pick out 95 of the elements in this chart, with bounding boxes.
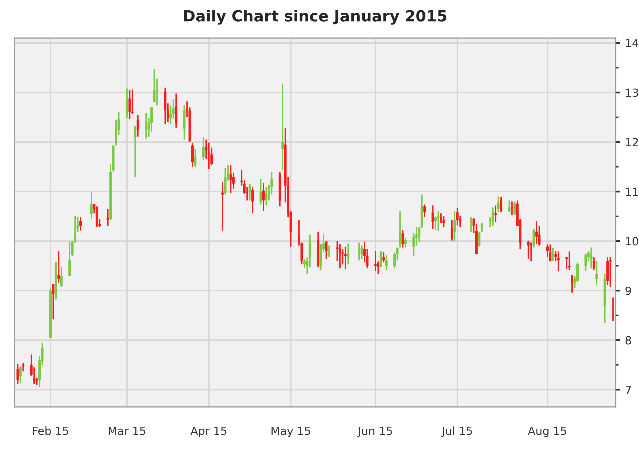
candlestick [128, 90, 132, 120]
x-tick-label: Jul 15 [442, 426, 472, 438]
candlestick [442, 215, 446, 228]
candlestick [571, 274, 574, 294]
candlestick [175, 93, 178, 129]
candlestick [497, 196, 500, 214]
candlestick [347, 243, 350, 266]
candlestick [557, 251, 560, 272]
candlestick [150, 106, 154, 134]
candlestick [552, 248, 554, 262]
candlestick [192, 142, 194, 168]
candlestick [230, 164, 232, 194]
candlestick [492, 206, 494, 227]
x-tick-label: May 15 [272, 427, 310, 438]
candlestick [52, 284, 55, 320]
candlestick [382, 252, 386, 264]
y-tick-label: 14 [626, 39, 639, 48]
candlestick [90, 192, 93, 220]
candlestick [549, 244, 552, 262]
y-tick-label: 8 [626, 336, 632, 345]
x-tick-label: Aug 15 [528, 427, 566, 438]
candlestick [514, 201, 516, 216]
candlestick [478, 232, 481, 248]
x-tick-label: Apr 15 [190, 427, 227, 438]
y-tick-label: 7 [626, 386, 632, 394]
candlestick [374, 250, 377, 272]
y-tick-label: 12 [626, 138, 638, 147]
candlestick [202, 136, 205, 162]
candlestick [536, 220, 538, 245]
candlestick [606, 256, 610, 286]
candlestick [450, 219, 454, 242]
y-tick-label: 10 [626, 237, 638, 246]
candlestick [592, 256, 596, 272]
y-tick-label: 13 [626, 88, 638, 98]
x-tick-label: Jun 15 [358, 427, 392, 438]
candlestick [511, 201, 514, 216]
candlestick [208, 142, 210, 170]
candlestick [325, 240, 328, 260]
candlestick [19, 366, 22, 384]
candlestick [454, 210, 456, 243]
candlestick [16, 363, 20, 386]
x-tick-label: Feb 15 [33, 426, 68, 436]
candlestick [394, 252, 396, 270]
candlestick [342, 248, 344, 266]
candlestick [456, 207, 459, 226]
candlestick [131, 89, 134, 115]
candlestick [404, 237, 407, 248]
candlestick [568, 251, 571, 272]
candlestick [596, 260, 598, 286]
candlestick [248, 183, 252, 202]
candlestick [68, 241, 72, 277]
candlestick [60, 266, 63, 288]
candlestick [360, 245, 364, 260]
candlestick [532, 228, 536, 248]
candlestick [612, 297, 614, 322]
candlestick [265, 186, 268, 206]
candlestick [106, 208, 110, 227]
candlestick [145, 112, 148, 140]
candlestick [527, 240, 530, 260]
candlestick [546, 244, 549, 258]
candlestick [96, 206, 98, 228]
candlestick [282, 83, 284, 172]
candlestick [470, 216, 472, 234]
chart-title: Daily Chart since January 2015 [184, 10, 447, 25]
candlestick [252, 186, 254, 214]
candlestick [183, 104, 186, 141]
candlestick [590, 247, 593, 270]
candlestick [194, 148, 197, 168]
candlestick [432, 204, 434, 230]
candlestick [584, 253, 588, 272]
candlestick [80, 216, 82, 232]
candlestick [126, 88, 128, 119]
y-tick-label: 11 [626, 188, 638, 196]
candlestick [136, 114, 140, 138]
candlestick [399, 210, 402, 248]
candlestick [222, 182, 224, 232]
candlestick [609, 256, 612, 288]
x-tick-label: Mar 15 [108, 427, 146, 436]
candlestick [164, 87, 167, 125]
candlestick [338, 244, 342, 270]
candlestick [500, 196, 503, 214]
candlestick [440, 212, 442, 224]
candlestick [385, 254, 388, 272]
candlestick [424, 204, 426, 218]
candlestick [380, 250, 382, 268]
y-tick-label: 9 [626, 286, 632, 296]
candlestick [58, 250, 60, 284]
candlestick [344, 246, 347, 270]
candlestick [494, 204, 498, 224]
candlestick [262, 182, 265, 212]
candlestick [530, 242, 533, 262]
candlestick [538, 225, 541, 246]
candlestick [134, 126, 137, 178]
candlestick [358, 242, 361, 262]
candlestick [210, 147, 214, 166]
